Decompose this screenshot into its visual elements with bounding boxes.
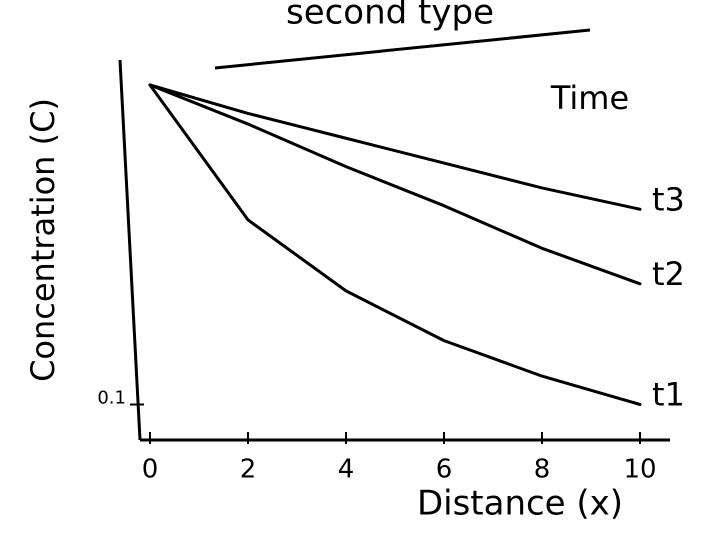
x-tick-label: 2: [240, 455, 257, 485]
curve: [150, 85, 640, 405]
series-label: t2: [652, 255, 685, 293]
x-tick-label: 0: [142, 455, 159, 485]
y-axis-label: Concentration (C): [24, 98, 62, 382]
x-tick-label: 4: [338, 455, 355, 485]
x-axis-label: Distance (x): [417, 484, 623, 524]
chart-title: second type: [286, 0, 494, 33]
y-axis: [120, 60, 140, 440]
x-tick-label: 8: [534, 455, 551, 485]
chart: second type Time Distance (x) Concentrat…: [0, 0, 721, 548]
x-tick-label: 10: [623, 455, 656, 485]
x-tick-label: 6: [436, 455, 453, 485]
title-underline: [215, 30, 590, 68]
series-label: t1: [652, 376, 685, 414]
series-label: t3: [652, 180, 685, 218]
y-tick-label: 0.1: [97, 388, 126, 409]
annotation: Time: [550, 79, 629, 117]
